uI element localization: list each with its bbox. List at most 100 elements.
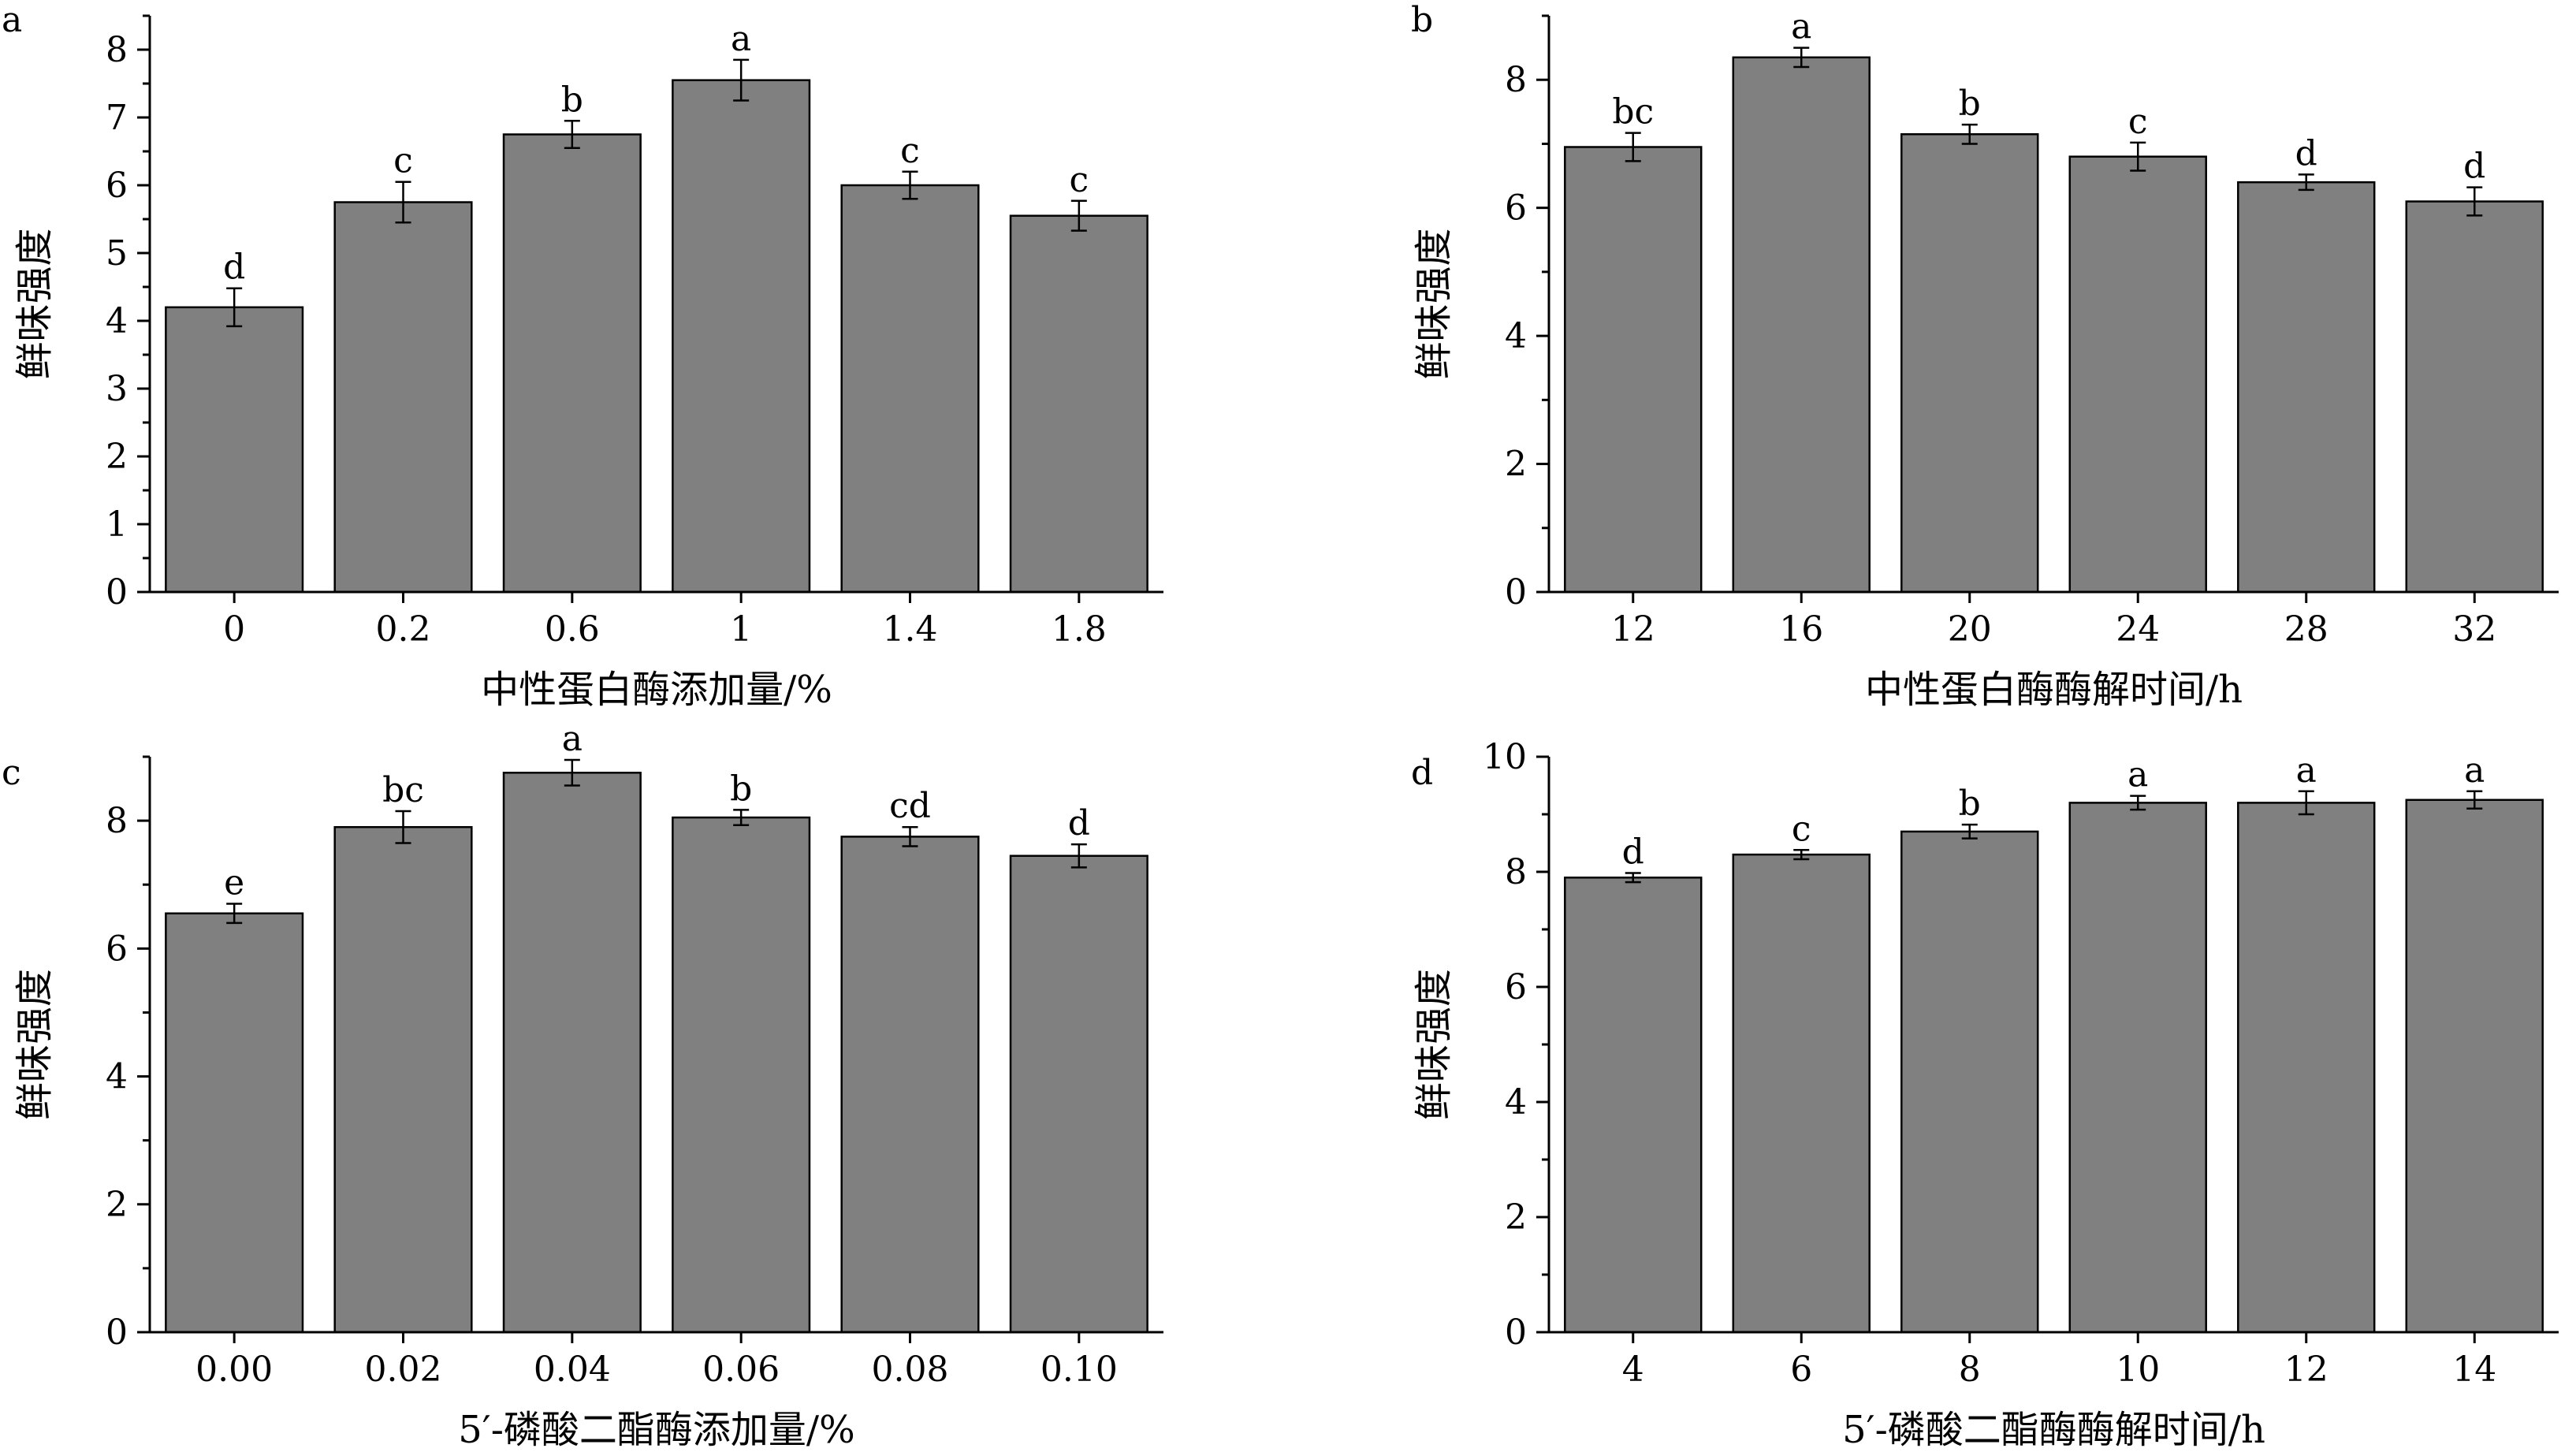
error-bar-1 — [733, 58, 750, 102]
y-tick-label: 3 — [106, 369, 128, 409]
error-bar-0.00 — [226, 903, 243, 925]
error-bar-1.8 — [1070, 199, 1087, 232]
x-axis-title: 5′-磷酸二酯酶添加量/% — [458, 1408, 854, 1452]
bar-1.4 — [840, 184, 980, 594]
panel-label: a — [2, 0, 22, 40]
y-tick-label: 6 — [1505, 188, 1527, 229]
bar-0.08 — [840, 836, 980, 1334]
bar-14 — [2405, 799, 2544, 1334]
bar-0.02 — [333, 825, 473, 1334]
significance-label: a — [731, 19, 751, 59]
y-tick-label: 2 — [1505, 445, 1527, 485]
x-tick-label: 0.04 — [534, 1350, 611, 1390]
x-tick-label: 0.2 — [376, 609, 431, 650]
x-tick-label: 14 — [2452, 1350, 2496, 1390]
error-bar-16 — [1793, 47, 1810, 69]
significance-label: b — [1959, 784, 1981, 824]
panel-label: b — [1411, 0, 1433, 40]
bar-12 — [2237, 802, 2376, 1334]
y-tick-label: 7 — [106, 98, 128, 138]
y-tick-label: 4 — [106, 1057, 128, 1097]
bar-0.04 — [502, 772, 642, 1334]
bar-32 — [2405, 200, 2544, 594]
x-tick-label: 16 — [1779, 609, 1823, 650]
significance-label: cd — [889, 786, 931, 826]
error-bar-32 — [2466, 186, 2483, 217]
x-tick-label: 4 — [1622, 1350, 1644, 1390]
chart-panel-d: d d 4 c 6 b 8 a 10 a 12 a 14 0 2 4 6 8 10 5′-磷酸二酯酶酶解时间/h 鲜味强… — [1411, 737, 2559, 1452]
error-bar-28 — [2298, 173, 2314, 192]
significance-label: e — [224, 863, 244, 903]
error-bar-0.08 — [902, 825, 918, 847]
error-bar-0.10 — [1070, 843, 1087, 869]
error-bar-0.2 — [395, 181, 411, 224]
error-bar-12 — [2298, 790, 2314, 816]
bar-16 — [1732, 56, 1871, 594]
error-bar-0.6 — [564, 120, 580, 149]
y-axis-title: 鲜味强度 — [1412, 969, 1456, 1120]
y-tick-label: 6 — [1505, 967, 1527, 1007]
y-tick-label: 5 — [106, 233, 128, 274]
error-bar-12 — [1625, 132, 1641, 162]
chart-panel-c: c e 0.00 bc 0.02 a 0.04 b 0.06 cd 0.08 d 0.10 0 2 4 6 8 5′… — [2, 719, 1163, 1452]
bar-1.8 — [1009, 214, 1148, 594]
significance-label: b — [561, 80, 583, 120]
y-axis-title: 鲜味强度 — [13, 969, 57, 1120]
x-tick-label: 0.08 — [872, 1350, 949, 1390]
y-tick-label: 10 — [1483, 737, 1527, 777]
x-tick-label: 24 — [2116, 609, 2160, 650]
significance-label: bc — [1612, 92, 1654, 132]
bar-0.6 — [502, 133, 642, 594]
x-tick-label: 0.06 — [702, 1350, 780, 1390]
error-bar-4 — [1625, 872, 1641, 884]
significance-label: a — [1791, 7, 1811, 47]
error-bar-14 — [2466, 790, 2483, 810]
y-tick-label: 0 — [1505, 1312, 1527, 1353]
error-bar-1.4 — [902, 170, 918, 200]
y-tick-label: 2 — [106, 437, 128, 477]
x-axis-title: 5′-磷酸二酯酶酶解时间/h — [1842, 1408, 2265, 1452]
x-tick-label: 32 — [2452, 609, 2496, 650]
error-bar-24 — [2130, 141, 2146, 172]
error-bar-0 — [226, 287, 243, 328]
bar-0.06 — [672, 816, 811, 1334]
bar-8 — [1900, 830, 2039, 1334]
significance-label: bc — [382, 770, 424, 810]
significance-label: c — [1792, 809, 1811, 849]
x-tick-label: 20 — [1948, 609, 1992, 650]
panel-label: c — [2, 753, 21, 793]
significance-label: d — [1622, 832, 1644, 872]
chart-panel-a: a d 0 c 0.2 b 0.6 a 1 c 1.4 c 1.8 0 1 2 3 4 5 6 7 8 中性蛋白酶添加量/%… — [2, 0, 1163, 712]
x-tick-label: 1 — [730, 609, 752, 650]
y-tick-label: 8 — [106, 30, 128, 70]
bar-24 — [2068, 155, 2207, 594]
significance-label: b — [730, 769, 752, 809]
significance-label: a — [2296, 750, 2317, 791]
x-axis-title: 中性蛋白酶酶解时间/h — [1865, 668, 2243, 712]
x-tick-label: 1.8 — [1052, 609, 1107, 650]
significance-label: d — [223, 248, 245, 288]
x-tick-label: 10 — [2116, 1350, 2160, 1390]
x-tick-label: 12 — [1611, 609, 1655, 650]
significance-label: b — [1959, 84, 1981, 124]
x-axis-title: 中性蛋白酶添加量/% — [481, 668, 832, 712]
error-bar-10 — [2130, 795, 2146, 811]
y-axis-title: 鲜味强度 — [1412, 228, 1456, 379]
x-tick-label: 8 — [1959, 1350, 1981, 1390]
bar-4 — [1564, 877, 1703, 1334]
bar-10 — [2068, 802, 2207, 1334]
y-tick-label: 2 — [1505, 1197, 1527, 1238]
y-tick-label: 6 — [106, 166, 128, 206]
panel-label: d — [1411, 753, 1433, 793]
significance-label: c — [1070, 160, 1089, 200]
significance-label: c — [900, 131, 920, 171]
x-tick-label: 0 — [223, 609, 245, 650]
bar-0 — [165, 306, 304, 594]
bar-1 — [672, 79, 811, 594]
error-bar-20 — [1961, 123, 1978, 145]
bar-0.10 — [1009, 854, 1148, 1334]
bar-6 — [1732, 853, 1871, 1334]
x-tick-label: 1.4 — [883, 609, 938, 650]
y-axis-title: 鲜味强度 — [13, 228, 57, 379]
